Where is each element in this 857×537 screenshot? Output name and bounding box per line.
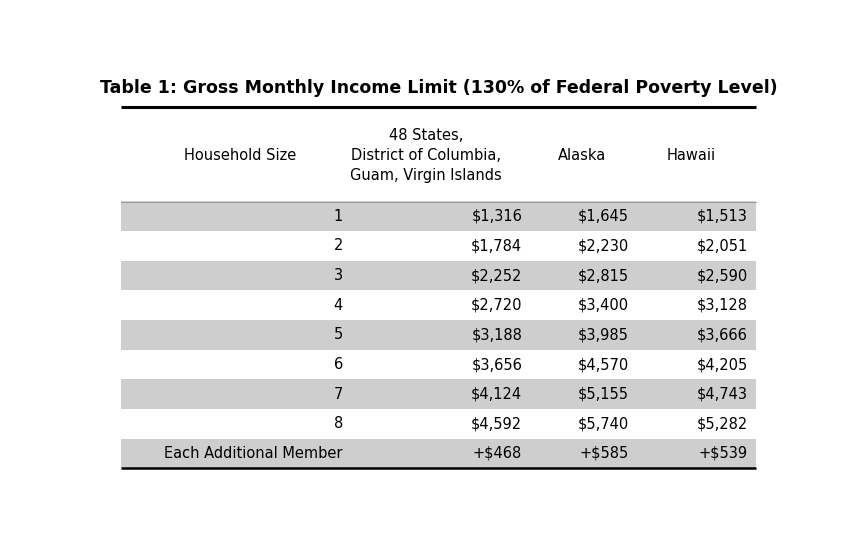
Text: Each Additional Member: Each Additional Member	[165, 446, 343, 461]
Text: $3,400: $3,400	[578, 297, 628, 313]
Text: 3: 3	[333, 268, 343, 283]
Text: $2,720: $2,720	[470, 297, 522, 313]
Text: 1: 1	[333, 209, 343, 224]
Text: $3,128: $3,128	[697, 297, 748, 313]
Text: 8: 8	[333, 416, 343, 431]
Text: $1,316: $1,316	[471, 209, 522, 224]
Text: Table 1: Gross Monthly Income Limit (130% of Federal Poverty Level): Table 1: Gross Monthly Income Limit (130…	[99, 79, 777, 97]
Text: $3,188: $3,188	[471, 328, 522, 343]
Text: Household Size: Household Size	[184, 148, 296, 163]
Bar	[121, 320, 756, 350]
Text: $1,645: $1,645	[578, 209, 628, 224]
Bar	[121, 231, 756, 261]
Bar	[121, 261, 756, 291]
Text: $2,230: $2,230	[578, 238, 628, 253]
Text: $4,743: $4,743	[697, 387, 748, 402]
Text: +$539: +$539	[699, 446, 748, 461]
Text: $5,155: $5,155	[578, 387, 628, 402]
Text: 7: 7	[333, 387, 343, 402]
Text: Alaska: Alaska	[558, 148, 606, 163]
Bar	[121, 109, 756, 201]
Text: 48 States,
District of Columbia,
Guam, Virgin Islands: 48 States, District of Columbia, Guam, V…	[350, 128, 502, 183]
Text: $3,666: $3,666	[698, 328, 748, 343]
Bar	[121, 379, 756, 409]
Text: $4,592: $4,592	[471, 416, 522, 431]
Text: $3,656: $3,656	[471, 357, 522, 372]
Text: $2,252: $2,252	[470, 268, 522, 283]
Text: 6: 6	[333, 357, 343, 372]
Text: Hawaii: Hawaii	[667, 148, 716, 163]
Text: $1,784: $1,784	[471, 238, 522, 253]
Text: 4: 4	[333, 297, 343, 313]
Text: +$585: +$585	[579, 446, 628, 461]
Text: 5: 5	[333, 328, 343, 343]
Text: $5,740: $5,740	[578, 416, 628, 431]
Text: $3,985: $3,985	[578, 328, 628, 343]
Text: $2,815: $2,815	[578, 268, 628, 283]
Text: $1,513: $1,513	[698, 209, 748, 224]
Text: $2,051: $2,051	[697, 238, 748, 253]
Text: 2: 2	[333, 238, 343, 253]
Bar	[121, 439, 756, 468]
Bar	[121, 409, 756, 439]
Text: $4,205: $4,205	[697, 357, 748, 372]
Text: $5,282: $5,282	[697, 416, 748, 431]
Bar	[121, 201, 756, 231]
Text: $4,570: $4,570	[578, 357, 628, 372]
Text: $2,590: $2,590	[697, 268, 748, 283]
Text: +$468: +$468	[473, 446, 522, 461]
Bar	[121, 350, 756, 379]
Text: $4,124: $4,124	[471, 387, 522, 402]
Bar	[121, 291, 756, 320]
